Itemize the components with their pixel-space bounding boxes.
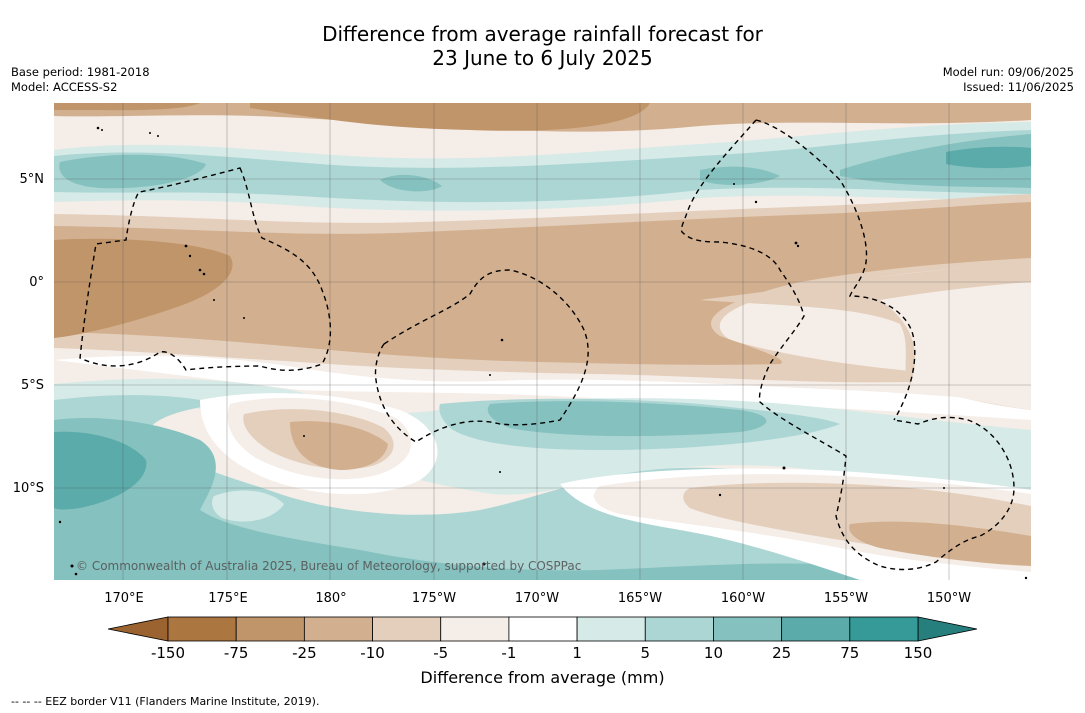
meta-left: Base period: 1981-2018 Model: ACCESS-S2 <box>11 65 150 95</box>
issued-date: Issued: 11/06/2025 <box>963 80 1074 94</box>
lon-label: 175°E <box>208 591 248 606</box>
colorbar-tick-label: -1 <box>501 644 516 662</box>
page-title: Difference from average rainfall forecas… <box>0 22 1085 70</box>
colorbar-extend-high <box>917 616 978 642</box>
contour-field: © Commonwealth of Australia 2025, Bureau… <box>54 103 1031 580</box>
lon-label: 150°W <box>927 591 971 606</box>
colorbar-segment <box>440 616 510 642</box>
colorbar-segment <box>713 616 783 642</box>
colorbar-tick-label: 10 <box>704 644 723 662</box>
base-period: Base period: 1981-2018 <box>11 65 150 79</box>
lat-label: 0° <box>29 275 44 290</box>
meta-right: Model run: 09/06/2025 Issued: 11/06/2025 <box>943 65 1074 95</box>
lat-label: 5°N <box>20 172 45 187</box>
eez-borders <box>79 119 1015 571</box>
lon-label: 170°E <box>104 591 144 606</box>
lat-label: 10°S <box>13 481 44 496</box>
title-line-1: Difference from average rainfall forecas… <box>322 22 763 46</box>
colorbar-tick-label: -5 <box>433 644 448 662</box>
lon-label: 155°W <box>824 591 868 606</box>
colorbar-extend-low <box>107 616 169 642</box>
copyright-notice: © Commonwealth of Australia 2025, Bureau… <box>76 559 581 573</box>
colorbar-segment <box>303 616 373 642</box>
colorbar-tick-label: -75 <box>224 644 249 662</box>
colorbar-segment <box>508 616 578 642</box>
colorbar-label: Difference from average (mm) <box>420 668 665 687</box>
lon-label: 165°W <box>618 591 662 606</box>
colorbar <box>107 616 978 642</box>
title-line-2: 23 June to 6 July 2025 <box>432 46 653 70</box>
colorbar-ticks: -150 -75 -25 -10 -5 -1 1 5 10 25 75 150 <box>151 644 932 662</box>
colorbar-tick-label: 25 <box>772 644 791 662</box>
model-run: Model run: 09/06/2025 <box>942 65 1074 79</box>
eez-legend-note: -- -- -- EEZ border V11 (Flanders Marine… <box>11 695 320 708</box>
colorbar-segment <box>167 616 237 642</box>
lon-label: 170°W <box>515 591 559 606</box>
colorbar-tick-label: -25 <box>292 644 317 662</box>
colorbar-tick-label: 150 <box>904 644 933 662</box>
colorbar-segment <box>644 616 714 642</box>
lon-label: 160°W <box>721 591 765 606</box>
colorbar-tick-label: -10 <box>360 644 385 662</box>
colorbar-tick-label: 5 <box>640 644 650 662</box>
islands <box>58 126 1028 580</box>
colorbar-segment <box>576 616 646 642</box>
lon-label: 175°W <box>412 591 456 606</box>
model-name: Model: ACCESS-S2 <box>11 80 118 94</box>
colorbar-tick-label: 75 <box>840 644 859 662</box>
lat-label: 5°S <box>21 378 44 393</box>
colorbar-segment <box>235 616 305 642</box>
colorbar-tick-label: -150 <box>151 644 185 662</box>
colorbar-segment <box>372 616 442 642</box>
lon-label: 180° <box>315 591 346 606</box>
colorbar-segment <box>781 616 851 642</box>
colorbar-tick-label: 1 <box>572 644 582 662</box>
colorbar-segment <box>849 616 919 642</box>
